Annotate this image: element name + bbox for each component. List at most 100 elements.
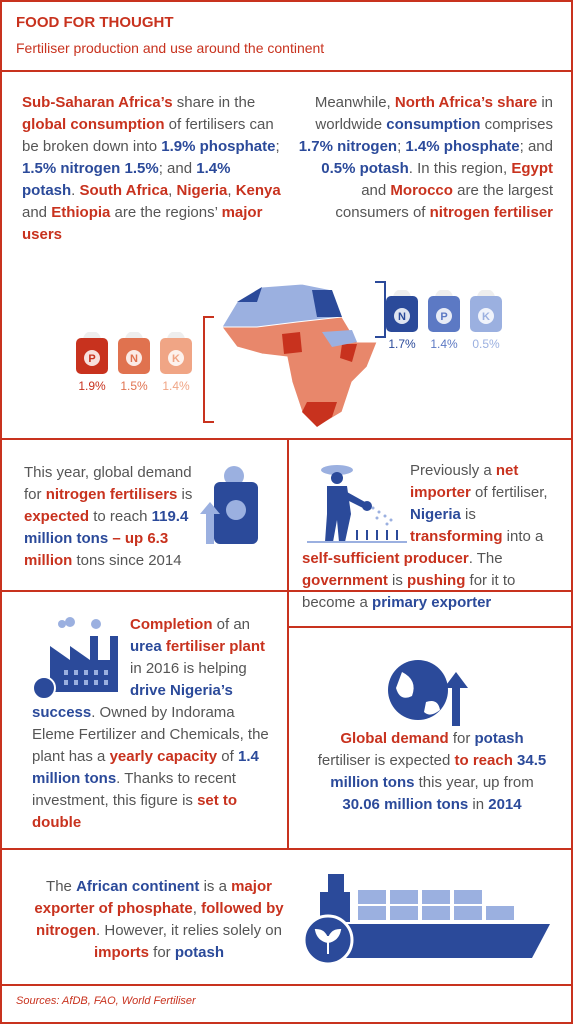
text-segment: 2014: [488, 796, 522, 813]
text-segment: comprises: [480, 116, 553, 133]
bag-group: N 1.7% P 1.4% K 0.5%: [386, 290, 502, 351]
text-segment: is: [387, 572, 408, 589]
text-segment: nitrogen fertilisers: [45, 486, 178, 503]
text-segment: potash: [174, 944, 225, 961]
farmer-icon: [307, 465, 407, 543]
text-segment: in: [468, 796, 489, 813]
text-segment: expected: [24, 508, 90, 525]
paragraph: Completion of an urea fertiliser plant i…: [32, 614, 277, 834]
text-segment: urea: [130, 638, 162, 655]
paragraph: This year, global demand for nitrogen fe…: [24, 462, 269, 572]
text-segment: – up 6.3 million: [24, 530, 169, 569]
africa-map: [203, 281, 386, 428]
text-segment: This year, global demand for: [24, 464, 192, 503]
text-segment: and: [361, 182, 391, 199]
text-segment: of: [217, 748, 238, 765]
text-segment: . However, it relies solely on: [96, 922, 282, 939]
paragraph: Sub-Saharan Africa’s share in the global…: [22, 92, 282, 246]
text-segment: for: [448, 730, 475, 747]
text-segment: set to double: [32, 792, 238, 831]
text-segment: nitrogen fertiliser: [429, 204, 553, 221]
text-segment: Egypt: [511, 160, 553, 177]
ship-icon: [302, 874, 550, 966]
text-segment: to reach: [89, 508, 152, 525]
divider: [2, 984, 571, 986]
bag-badge: [436, 308, 452, 324]
text-segment: Ethiopia: [51, 204, 111, 221]
text-segment: for it to become a: [302, 572, 516, 611]
text-segment: transforming: [410, 528, 503, 545]
title: FOOD FOR THOUGHT: [16, 14, 174, 31]
bag-letter: N: [130, 353, 138, 365]
text-segment: government: [302, 572, 388, 589]
paragraph: Meanwhile, North Africa’s share in world…: [298, 92, 553, 224]
paragraph: Global demand for potash fertiliser is e…: [312, 728, 552, 816]
text-segment: 1.4% potash: [22, 160, 231, 199]
text-segment: Kenya: [235, 182, 281, 199]
nitrogen-icon: [200, 466, 258, 544]
subtitle: Fertiliser production and use around the…: [16, 40, 325, 56]
bag-letter: K: [482, 311, 490, 323]
text-segment: fertiliser is expected: [317, 752, 455, 769]
bag-label: 1.4%: [162, 379, 190, 393]
text-segment: 1.7% nitrogen: [298, 138, 398, 155]
text-segment: and: [22, 204, 52, 221]
text-segment: is a: [199, 878, 232, 895]
text-segment: of an: [212, 616, 251, 633]
divider: [288, 626, 571, 628]
text-segment: drive Nigeria’s success: [32, 682, 233, 721]
divider: [2, 590, 571, 592]
bag-label: 1.5%: [120, 379, 148, 393]
text-segment: .: [71, 182, 80, 199]
text-segment: consumption: [386, 116, 481, 133]
text-segment: 1.4 million tons: [32, 748, 259, 787]
text-segment: Nigeria: [176, 182, 228, 199]
text-segment: self-sufficient producer: [302, 550, 469, 567]
bag-letter: K: [172, 353, 180, 365]
bag-label: 1.4%: [430, 337, 458, 351]
text-segment: 1.5% nitrogen 1.5%: [22, 160, 159, 177]
text-segment: 30.06 million tons: [342, 796, 469, 813]
text-segment: . Owned by Indorama Eleme Fertilizer and…: [32, 704, 269, 765]
text-segment: in 2016 is helping: [130, 660, 247, 677]
text-segment: of fertilisers can be broken down into: [22, 116, 274, 155]
bag-badge: [394, 308, 410, 324]
text-segment: major exporter of phosphate: [34, 878, 272, 917]
text-segment: share in the: [172, 94, 256, 111]
text-segment: in worldwide: [315, 94, 553, 133]
text-segment: ,: [168, 182, 177, 199]
text-segment: to reach: [454, 752, 513, 769]
text-segment: . The: [468, 550, 503, 567]
text-segment: Nigeria: [410, 506, 461, 523]
text-segment: of fertiliser,: [470, 484, 548, 501]
text-segment: imports: [93, 944, 149, 961]
bag-letter: P: [88, 353, 95, 365]
bag-badge: [168, 350, 184, 366]
text-segment: ; and: [519, 138, 553, 155]
text-segment: North Africa’s share: [394, 94, 538, 111]
text-segment: net importer: [410, 462, 519, 501]
bag-label: 0.5%: [472, 337, 500, 351]
factory-icon: [32, 617, 118, 700]
text-segment: The: [46, 878, 77, 895]
bag-letter: N: [398, 311, 406, 323]
text-segment: Completion: [130, 616, 213, 633]
text-segment: African continent: [76, 878, 200, 895]
divider: [2, 848, 571, 850]
globe-icon: [388, 660, 468, 726]
bag-label: 1.7%: [388, 337, 416, 351]
text-segment: is: [177, 486, 193, 503]
text-segment: Previously a: [410, 462, 496, 479]
text-segment: are the regions’: [110, 204, 222, 221]
text-segment: 0.5% potash: [321, 160, 409, 177]
text-segment: 34.5 million tons: [330, 752, 547, 791]
bag-group: P 1.9% N 1.5% K 1.4%: [76, 332, 192, 393]
text-segment: are the largest consumers of: [335, 182, 553, 221]
text-segment: Morocco: [390, 182, 453, 199]
text-segment: for: [149, 944, 175, 961]
text-segment: fertiliser plant: [165, 638, 266, 655]
text-segment: ; and: [158, 160, 197, 177]
text-segment: yearly capacity: [109, 748, 218, 765]
text-segment: global consumption: [22, 116, 165, 133]
divider: [2, 70, 571, 72]
